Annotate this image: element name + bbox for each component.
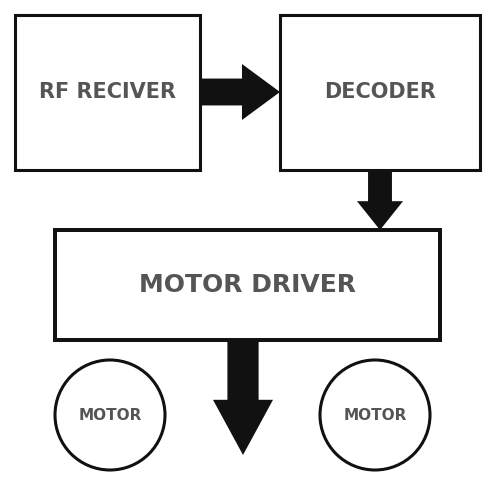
Text: MOTOR: MOTOR (344, 408, 406, 423)
Text: MOTOR: MOTOR (78, 408, 142, 423)
Bar (15, 15, 200, 170)
Text: RF RECIVER: RF RECIVER (39, 82, 176, 103)
Text: DECODER: DECODER (324, 82, 436, 103)
Circle shape (55, 360, 165, 470)
Circle shape (320, 360, 430, 470)
Bar (280, 15, 480, 170)
Polygon shape (213, 340, 273, 455)
Text: MOTOR DRIVER: MOTOR DRIVER (139, 273, 356, 297)
Bar (55, 230, 440, 340)
Polygon shape (357, 170, 403, 230)
Polygon shape (200, 64, 280, 120)
